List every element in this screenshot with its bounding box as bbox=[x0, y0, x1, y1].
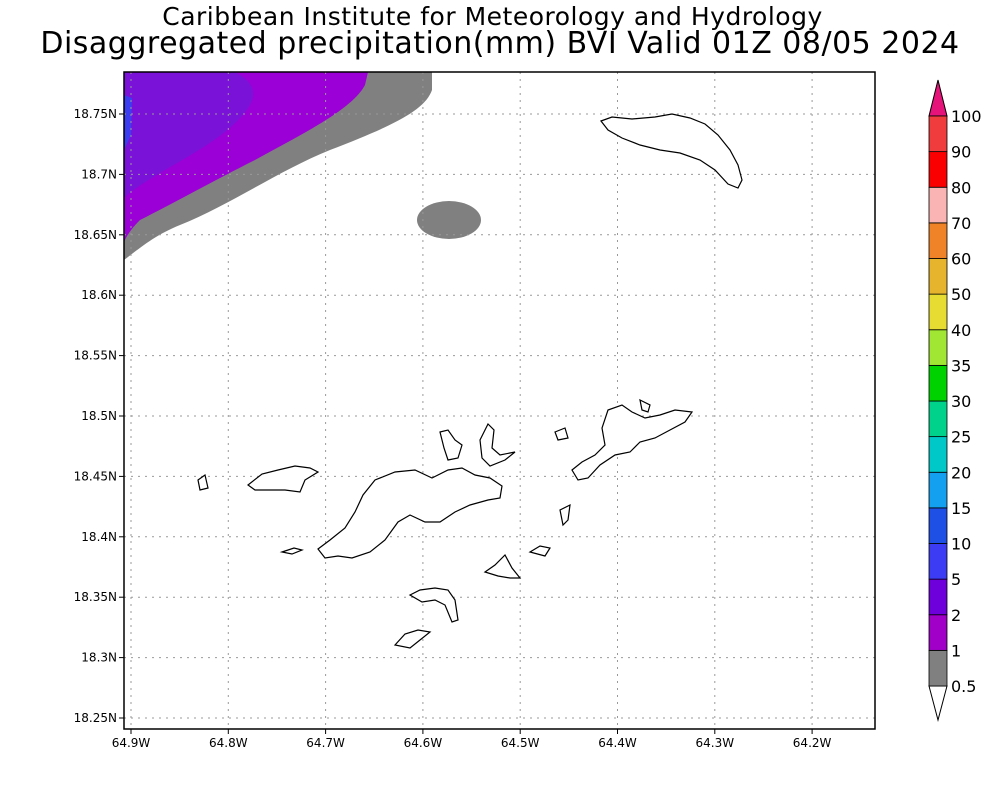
lat-tick-label: 18.7N bbox=[81, 167, 117, 181]
island-virgin-gorda bbox=[571, 404, 694, 481]
colorbar-level-label: 60 bbox=[951, 250, 971, 269]
title-line-2: Disaggregated precipitation(mm) BVI Vali… bbox=[40, 26, 960, 61]
precip-field bbox=[124, 72, 481, 260]
colorbar-bottom-arrow bbox=[928, 685, 948, 722]
lon-tick-label: 64.8W bbox=[209, 736, 248, 750]
lat-tick-label: 18.5N bbox=[81, 409, 117, 423]
island-cooper bbox=[483, 554, 522, 579]
colorbar-level-label: 90 bbox=[951, 143, 971, 162]
precip-purple-region bbox=[124, 72, 254, 198]
island-small-2 bbox=[639, 398, 651, 413]
lon-tick-label: 64.5W bbox=[501, 736, 540, 750]
colorbar-band bbox=[928, 329, 948, 366]
map-grid bbox=[124, 72, 875, 729]
colorbar-level-label: 0.5 bbox=[951, 677, 976, 696]
lat-tick-label: 18.75N bbox=[74, 107, 117, 121]
lat-tick-label: 18.65N bbox=[74, 228, 117, 242]
colorbar-level-label: 20 bbox=[951, 463, 971, 482]
colorbar-band bbox=[928, 400, 948, 438]
island-beef bbox=[479, 422, 516, 467]
lat-tick-label: 18.4N bbox=[81, 530, 117, 544]
lat-tick-label: 18.45N bbox=[74, 469, 117, 483]
map-axes: 18.75N 18.7N 18.65N 18.6N 18.55N 18.5N 18.45N 1… bbox=[74, 107, 832, 750]
colorbar-band bbox=[928, 222, 948, 259]
lat-tick-label: 18.55N bbox=[74, 349, 117, 363]
lon-tick-label: 64.7W bbox=[306, 736, 345, 750]
lon-tick-label: 64.6W bbox=[404, 736, 443, 750]
colorbar-level-label: 80 bbox=[951, 178, 971, 197]
colorbar-band bbox=[928, 258, 948, 295]
lat-tick-label: 18.6N bbox=[81, 288, 117, 302]
colorbar-level-label: 2 bbox=[951, 606, 961, 625]
colorbar-band bbox=[928, 471, 948, 509]
lon-tick-label: 64.2W bbox=[793, 736, 832, 750]
lon-tick-label: 64.4W bbox=[598, 736, 637, 750]
island-guana bbox=[439, 429, 463, 461]
colorbar-band bbox=[928, 436, 948, 473]
colorbar-level-label: 35 bbox=[951, 356, 971, 375]
precip-blue-region bbox=[124, 95, 132, 150]
colorbar-band bbox=[928, 186, 948, 224]
colorbar-level-label: 15 bbox=[951, 499, 971, 518]
islands bbox=[197, 113, 743, 649]
colorbar-level-label: 1 bbox=[951, 641, 961, 660]
colorbar-level-label: 30 bbox=[951, 392, 971, 411]
title-line-1: Caribbean Institute for Meteorology and … bbox=[162, 2, 823, 31]
colorbar-level-label: 25 bbox=[951, 428, 971, 447]
island-small-1 bbox=[554, 427, 569, 441]
lon-tick-label: 64.3W bbox=[696, 736, 735, 750]
colorbar-level-label: 10 bbox=[951, 535, 971, 554]
island-peter bbox=[393, 629, 432, 649]
island-west-cay bbox=[197, 473, 209, 491]
colorbar-band bbox=[928, 649, 948, 687]
island-small-3 bbox=[559, 503, 571, 527]
lat-tick-label: 18.35N bbox=[74, 590, 117, 604]
colorbar-band bbox=[928, 293, 948, 331]
lon-tick-label: 64.9W bbox=[112, 736, 151, 750]
colorbar-band bbox=[928, 507, 948, 544]
colorbar-top-arrow bbox=[928, 79, 948, 117]
island-tortola bbox=[317, 467, 503, 559]
map-frame bbox=[123, 71, 876, 730]
island-ginger bbox=[528, 545, 551, 557]
colorbar-level-label: 5 bbox=[951, 570, 961, 589]
colorbar-level-label: 100 bbox=[951, 107, 982, 126]
island-little-jost bbox=[279, 547, 304, 555]
lat-tick-label: 18.25N bbox=[74, 711, 117, 725]
colorbar-level-label: 70 bbox=[951, 214, 971, 233]
island-norman bbox=[408, 587, 459, 623]
colorbar-band bbox=[928, 364, 948, 402]
island-jost-van-dyke bbox=[246, 465, 320, 493]
colorbar-level-label: 40 bbox=[951, 321, 971, 340]
colorbar-band bbox=[928, 115, 948, 153]
colorbar-band bbox=[928, 543, 948, 580]
colorbar-band bbox=[928, 151, 948, 188]
island-anegada bbox=[600, 113, 743, 189]
lat-tick-label: 18.3N bbox=[81, 651, 117, 665]
colorbar-band bbox=[928, 578, 948, 616]
colorbar-band bbox=[928, 614, 948, 651]
colorbar-level-label: 50 bbox=[951, 285, 971, 304]
precip-gray-blob bbox=[417, 201, 481, 239]
